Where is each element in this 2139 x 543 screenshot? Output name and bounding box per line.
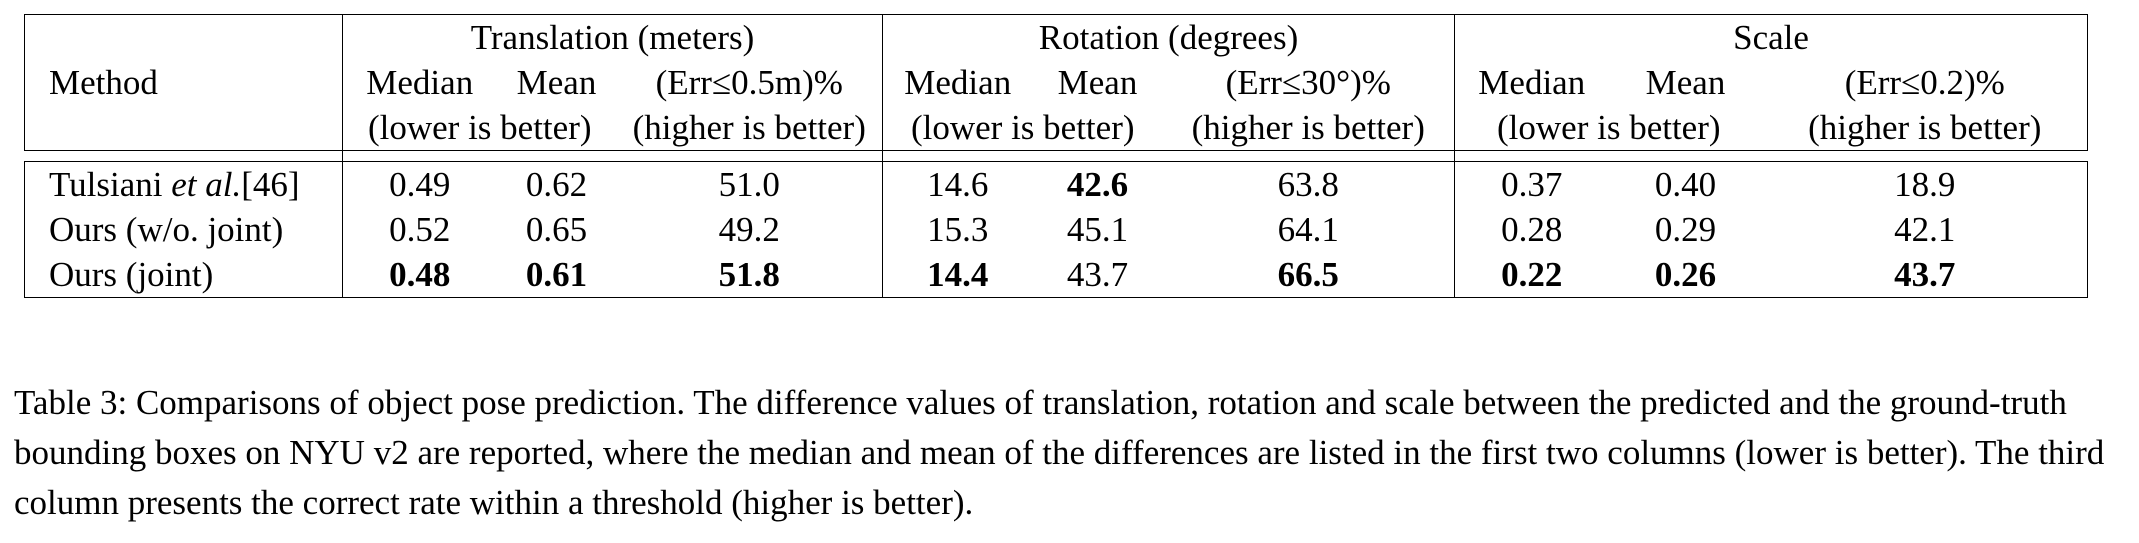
col-rotation-mean: Mean (1057, 63, 1138, 102)
value-cell: 0.37 (1454, 161, 1609, 207)
value-cell: 64.1 (1162, 207, 1456, 252)
value-cell: 42.1 (1762, 207, 2089, 252)
header-sublabel-row: (lower is better) (higher is better) (lo… (24, 105, 2089, 151)
rotation-higher-better: (higher is better) (1162, 105, 1456, 151)
value-cell-best: 43.7 (1762, 252, 2089, 298)
value-cell: 0.52 (389, 210, 451, 249)
col-scale-threshold: (Err≤0.2)% (1762, 60, 2089, 105)
col-rotation-median: Median (904, 63, 1012, 102)
value-cell: 0.62 (496, 161, 617, 207)
value-cell: 14.6 (882, 161, 1033, 207)
method-cell: Tulsiani et al.[46] (24, 161, 343, 207)
value-cell: 0.49 (342, 161, 497, 207)
value-cell: 18.9 (1762, 161, 2089, 207)
translation-higher-better: (higher is better) (616, 105, 883, 151)
table-caption: Table 3: Comparisons of object pose pred… (14, 383, 2105, 522)
header-column-row: Method Median Mean (Err≤0.5m)% Median Me… (24, 60, 2089, 105)
rotation-lower-better: (lower is better) (882, 105, 1163, 151)
method-header-spacer (24, 14, 343, 60)
method-sublabel-spacer (24, 105, 343, 151)
value-cell: 63.8 (1162, 161, 1456, 207)
value-cell-best: 0.61 (496, 252, 617, 298)
value-cell-best: 0.22 (1454, 252, 1609, 298)
value-cell: 43.7 (1032, 252, 1163, 298)
value-cell: 0.28 (1501, 210, 1563, 249)
value-cell-best: 66.5 (1162, 252, 1456, 298)
col-scale-mean: Mean (1645, 63, 1726, 102)
value-cell-best: 14.4 (882, 252, 1033, 298)
table-row: Tulsiani et al.[46] 0.49 0.62 51.0 14.6 … (24, 161, 2089, 207)
col-rotation-threshold: (Err≤30°)% (1162, 60, 1456, 105)
value-cell-best: 51.8 (616, 252, 883, 298)
value-cell: 0.65 (525, 210, 588, 249)
method-cell: Ours (w/o. joint) (24, 207, 343, 252)
value-cell: 49.2 (616, 207, 883, 252)
table-row: Ours (w/o. joint) 0.52 0.65 49.2 15.3 45… (24, 207, 2089, 252)
method-name-prefix: Tulsiani (49, 165, 172, 204)
value-cell: 0.29 (1654, 210, 1717, 249)
group-title-scale: Scale (1454, 14, 2089, 60)
method-header: Method (24, 60, 343, 105)
value-cell: 0.40 (1608, 161, 1763, 207)
header-group-row: Translation (meters) Rotation (degrees) … (24, 14, 2089, 60)
double-rule-gap (24, 150, 2088, 162)
group-title-rotation: Rotation (degrees) (882, 14, 1456, 60)
method-citation: [46] (241, 165, 300, 204)
value-cell: 51.0 (616, 161, 883, 207)
scale-higher-better: (higher is better) (1762, 105, 2089, 151)
col-translation-mean: Mean (516, 63, 597, 102)
col-translation-median: Median (366, 63, 474, 102)
method-name-italic: et al. (171, 165, 242, 204)
results-table-container: Translation (meters) Rotation (degrees) … (24, 14, 2089, 298)
value-cell-best: 0.26 (1608, 252, 1763, 298)
value-cell: 15.3 (927, 210, 989, 249)
value-cell: 45.1 (1066, 210, 1129, 249)
value-cell-best: 0.48 (342, 252, 497, 298)
pose-results-table: Translation (meters) Rotation (degrees) … (24, 14, 2089, 298)
group-title-translation: Translation (meters) (342, 14, 883, 60)
value-cell-best: 42.6 (1032, 161, 1163, 207)
col-translation-threshold: (Err≤0.5m)% (616, 60, 883, 105)
translation-lower-better: (lower is better) (342, 105, 617, 151)
scale-lower-better: (lower is better) (1454, 105, 1763, 151)
method-cell: Ours (joint) (24, 252, 343, 298)
col-scale-median: Median (1478, 63, 1586, 102)
table-row: Ours (joint) 0.48 0.61 51.8 14.4 43.7 66… (24, 252, 2089, 298)
